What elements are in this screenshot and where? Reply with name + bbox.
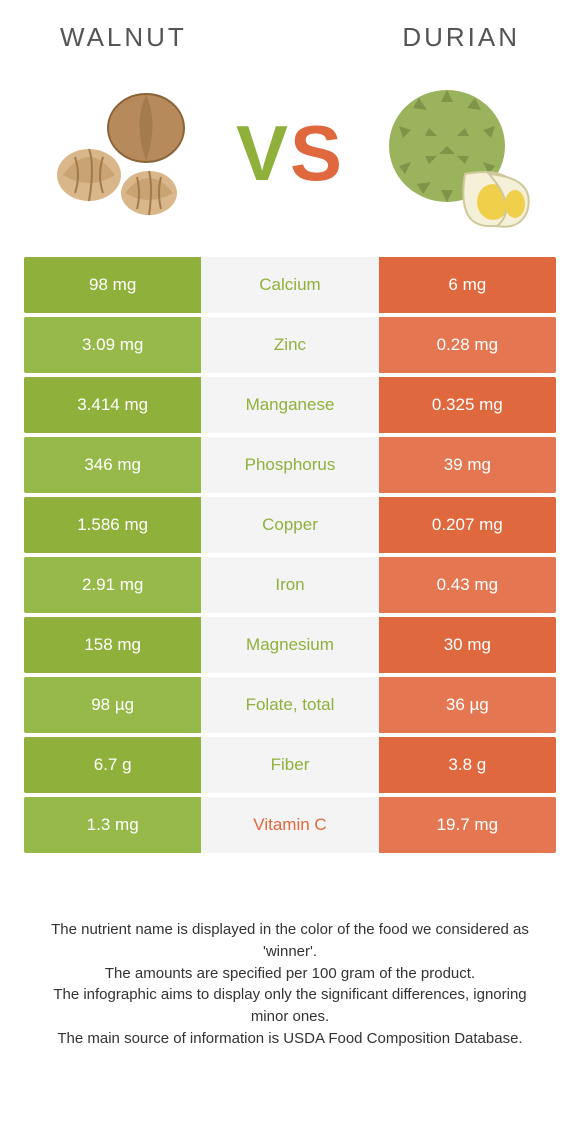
nutrient-label: Phosphorus xyxy=(201,437,378,493)
table-row: 98 µgFolate, total36 µg xyxy=(24,677,556,733)
nutrient-label: Fiber xyxy=(201,737,378,793)
footer-notes: The nutrient name is displayed in the co… xyxy=(0,857,580,1050)
right-value: 0.28 mg xyxy=(379,317,556,373)
walnut-image xyxy=(41,78,201,228)
left-value: 1.586 mg xyxy=(24,497,201,553)
vs-s: S xyxy=(290,109,344,197)
footer-line: The amounts are specified per 100 gram o… xyxy=(36,963,544,985)
table-row: 1.586 mgCopper0.207 mg xyxy=(24,497,556,553)
left-value: 3.414 mg xyxy=(24,377,201,433)
right-value: 39 mg xyxy=(379,437,556,493)
right-value: 19.7 mg xyxy=(379,797,556,853)
nutrient-label: Vitamin C xyxy=(201,797,378,853)
right-value: 0.325 mg xyxy=(379,377,556,433)
nutrient-label: Copper xyxy=(201,497,378,553)
table-row: 3.09 mgZinc0.28 mg xyxy=(24,317,556,373)
right-value: 0.207 mg xyxy=(379,497,556,553)
left-value: 158 mg xyxy=(24,617,201,673)
table-row: 3.414 mgManganese0.325 mg xyxy=(24,377,556,433)
table-row: 346 mgPhosphorus39 mg xyxy=(24,437,556,493)
right-value: 0.43 mg xyxy=(379,557,556,613)
table-row: 1.3 mgVitamin C19.7 mg xyxy=(24,797,556,853)
durian-image xyxy=(379,78,539,228)
right-value: 6 mg xyxy=(379,257,556,313)
footer-line: The infographic aims to display only the… xyxy=(36,984,544,1028)
right-food-title: Durian xyxy=(402,22,520,53)
nutrient-table: 98 mgCalcium6 mg3.09 mgZinc0.28 mg3.414 … xyxy=(0,257,580,853)
vs-label: VS xyxy=(236,108,344,199)
left-value: 346 mg xyxy=(24,437,201,493)
left-value: 2.91 mg xyxy=(24,557,201,613)
table-row: 158 mgMagnesium30 mg xyxy=(24,617,556,673)
right-value: 30 mg xyxy=(379,617,556,673)
nutrient-label: Calcium xyxy=(201,257,378,313)
footer-line: The nutrient name is displayed in the co… xyxy=(36,919,544,963)
left-value: 6.7 g xyxy=(24,737,201,793)
right-value: 3.8 g xyxy=(379,737,556,793)
left-value: 3.09 mg xyxy=(24,317,201,373)
header: Walnut Durian xyxy=(0,0,580,57)
nutrient-label: Iron xyxy=(201,557,378,613)
left-value: 98 mg xyxy=(24,257,201,313)
nutrient-label: Folate, total xyxy=(201,677,378,733)
left-value: 98 µg xyxy=(24,677,201,733)
vs-v: V xyxy=(236,109,290,197)
nutrient-label: Zinc xyxy=(201,317,378,373)
hero-row: VS xyxy=(0,57,580,257)
footer-line: The main source of information is USDA F… xyxy=(36,1028,544,1050)
nutrient-label: Magnesium xyxy=(201,617,378,673)
table-row: 98 mgCalcium6 mg xyxy=(24,257,556,313)
table-row: 6.7 gFiber3.8 g xyxy=(24,737,556,793)
left-food-title: Walnut xyxy=(60,22,187,53)
table-row: 2.91 mgIron0.43 mg xyxy=(24,557,556,613)
left-value: 1.3 mg xyxy=(24,797,201,853)
right-value: 36 µg xyxy=(379,677,556,733)
nutrient-label: Manganese xyxy=(201,377,378,433)
